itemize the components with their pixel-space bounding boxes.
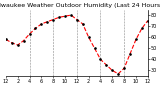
Title: Milwaukee Weather Outdoor Humidity (Last 24 Hours): Milwaukee Weather Outdoor Humidity (Last… xyxy=(0,3,160,8)
